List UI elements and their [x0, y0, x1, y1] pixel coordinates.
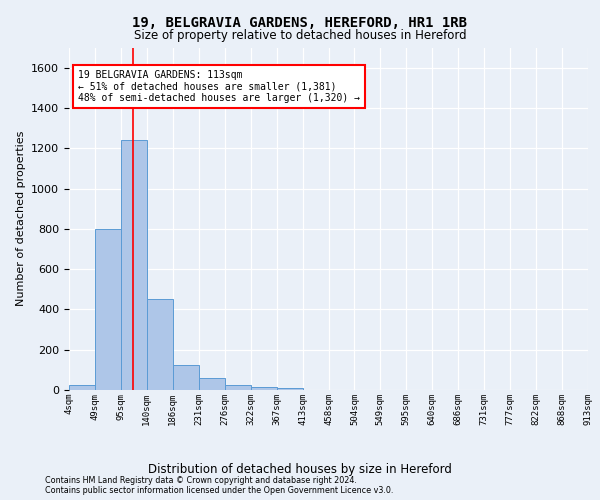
Bar	[225, 385, 251, 390]
Bar	[173, 365, 199, 390]
Text: Size of property relative to detached houses in Hereford: Size of property relative to detached ho…	[134, 28, 466, 42]
Bar	[277, 388, 302, 390]
Bar	[251, 387, 277, 390]
Bar	[121, 140, 147, 390]
Text: Contains HM Land Registry data © Crown copyright and database right 2024.: Contains HM Land Registry data © Crown c…	[45, 476, 357, 485]
Bar	[69, 385, 95, 390]
Bar	[199, 378, 224, 390]
Bar	[95, 229, 121, 390]
Bar	[147, 300, 173, 390]
Text: 19 BELGRAVIA GARDENS: 113sqm
← 51% of detached houses are smaller (1,381)
48% of: 19 BELGRAVIA GARDENS: 113sqm ← 51% of de…	[78, 70, 360, 103]
Text: Contains public sector information licensed under the Open Government Licence v3: Contains public sector information licen…	[45, 486, 394, 495]
Text: Distribution of detached houses by size in Hereford: Distribution of detached houses by size …	[148, 462, 452, 475]
Text: 19, BELGRAVIA GARDENS, HEREFORD, HR1 1RB: 19, BELGRAVIA GARDENS, HEREFORD, HR1 1RB	[133, 16, 467, 30]
Y-axis label: Number of detached properties: Number of detached properties	[16, 131, 26, 306]
